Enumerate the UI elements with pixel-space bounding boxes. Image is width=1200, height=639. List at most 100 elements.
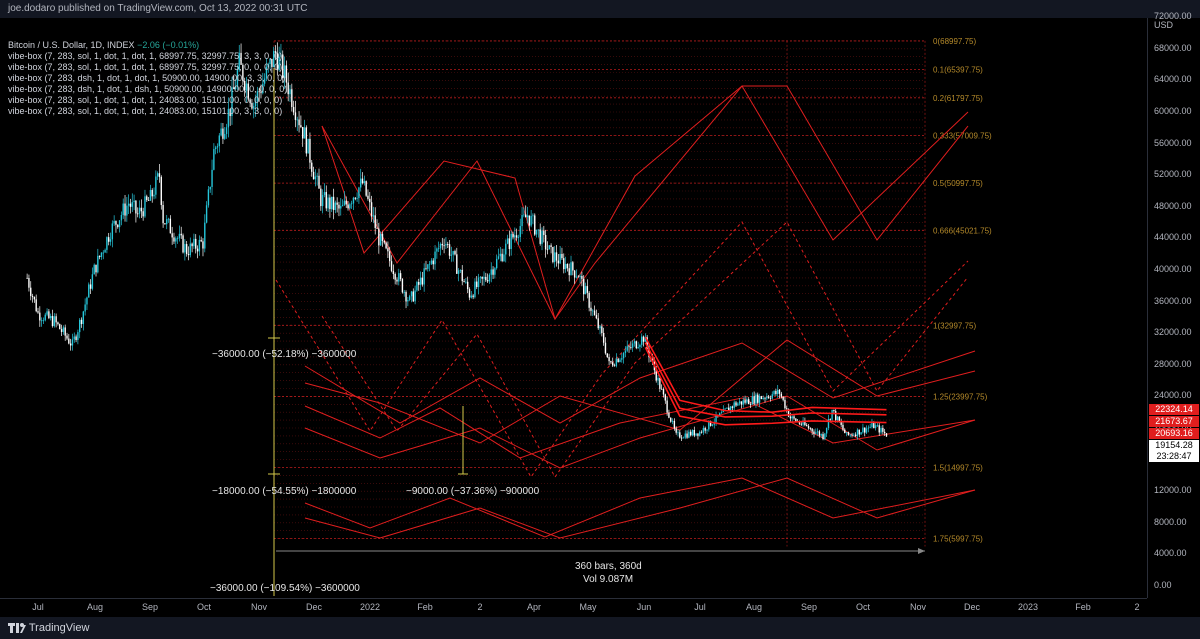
candle-body — [104, 249, 106, 253]
candle-body — [568, 268, 570, 276]
candle-body — [350, 203, 353, 205]
candle-body — [416, 282, 418, 291]
candle-body — [349, 204, 351, 209]
tradingview-logo-icon[interactable] — [8, 622, 29, 634]
candle-body — [590, 307, 592, 311]
time-axis[interactable]: Jul Aug Sep Oct Nov Dec 2022 Feb 2 Apr May Jun Jul Au… — [0, 598, 1147, 617]
candle-body — [251, 102, 253, 109]
candle-body — [864, 427, 866, 433]
candle-body — [111, 223, 114, 240]
candle-body — [425, 268, 427, 270]
candle-body — [534, 215, 536, 235]
candle-body — [115, 221, 117, 225]
candle-body — [581, 276, 583, 279]
candle-body — [838, 416, 841, 423]
candle-body — [771, 394, 773, 399]
candle-body — [55, 316, 57, 323]
candle-body — [89, 284, 92, 289]
candle-body — [820, 434, 822, 436]
candle-body — [622, 352, 625, 359]
candle-body — [66, 335, 68, 339]
candle-body — [209, 186, 211, 190]
candle-body — [98, 255, 101, 257]
candle-body — [483, 276, 485, 279]
vibe-zigzag-a — [321, 85, 969, 321]
chart-pane[interactable]: 0(68997.75) 0.1(65397.75) 0.2(61797.75) 0.3… — [0, 18, 1147, 598]
annotation-range2: −18000.00 (−54.55%) −1800000 — [212, 486, 357, 497]
vibe-zigzag-d — [321, 221, 969, 478]
candle-body — [720, 412, 723, 414]
candle-body — [543, 230, 545, 236]
candle-body — [510, 233, 512, 250]
candle-body — [358, 187, 360, 199]
indicator-line-5[interactable]: vibe-box (7, 283, sol, 1, dot, 1, dot, 1… — [8, 106, 283, 116]
indicator-line-0[interactable]: vibe-box (7, 283, sol, 1, dot, 1, dot, 1… — [8, 51, 283, 61]
candle-body — [706, 429, 708, 431]
candle-body — [530, 215, 532, 226]
candle-body — [31, 295, 34, 297]
candle-body — [182, 235, 184, 253]
indicator-line-2[interactable]: vibe-box (7, 283, dsh, 1, dot, 1, dot, 1… — [8, 73, 286, 83]
candle-body — [548, 245, 550, 250]
candle-body — [766, 396, 768, 399]
candle-body — [57, 322, 59, 325]
legend-symbol[interactable]: Bitcoin / U.S. Dollar, 1D, INDEX — [8, 40, 135, 50]
candle-body — [399, 273, 402, 280]
candle-body — [559, 253, 561, 264]
candle-body — [724, 408, 726, 410]
vibe-zigzag-j — [304, 477, 976, 539]
candle-body — [767, 396, 770, 398]
candle-body — [106, 237, 108, 250]
candle-body — [62, 327, 65, 332]
candle-body — [566, 263, 569, 269]
candle-body — [309, 138, 311, 163]
indicator-line-4[interactable]: vibe-box (7, 283, sol, 1, dot, 1, dot, 1… — [8, 95, 283, 105]
candle-body — [171, 233, 173, 238]
candle-body — [238, 52, 240, 70]
candle-body — [452, 251, 454, 255]
candle-body — [874, 425, 877, 429]
candle-body — [129, 203, 132, 207]
candle-body — [563, 258, 565, 270]
candle-body — [412, 291, 414, 302]
candle-body — [816, 431, 819, 433]
time-tick: Jul — [32, 602, 44, 612]
candle-body — [738, 401, 741, 404]
candle-body — [610, 361, 612, 363]
candle-body — [292, 106, 295, 113]
candle-body — [30, 287, 32, 296]
legend-title-row: Bitcoin / U.S. Dollar, 1D, INDEX −2.06 (… — [8, 40, 287, 51]
candle-body — [109, 239, 112, 242]
candle-body — [829, 418, 831, 420]
footer-brand[interactable]: TradingView — [28, 622, 90, 634]
candle-body — [184, 244, 186, 253]
candle-body — [501, 253, 503, 262]
candle-body — [775, 390, 777, 394]
indicator-line-1[interactable]: vibe-box (7, 283, sol, 1, dot, 1, dot, 1… — [8, 62, 283, 72]
candle-body — [526, 215, 529, 218]
candle-body — [445, 244, 447, 246]
candle-body — [51, 315, 54, 327]
candle-body — [746, 399, 748, 403]
candle-body — [791, 416, 793, 419]
candle-body — [318, 175, 320, 189]
candle-body — [711, 424, 714, 426]
candle-body — [405, 291, 407, 302]
candle-body — [370, 202, 373, 217]
candle-body — [865, 428, 868, 433]
indicator-line-3[interactable]: vibe-box (7, 283, dsh, 1, dot, 1, dsh, 1… — [8, 84, 288, 94]
candle-body — [704, 427, 706, 431]
candle-body — [249, 99, 251, 103]
candle-body — [769, 397, 772, 399]
candle-body — [512, 233, 514, 238]
price-axis[interactable]: USD 72000.00 68000.00 64000.00 60000.00 5600… — [1147, 11, 1200, 598]
candle-body — [573, 270, 576, 278]
vibe-zigzag-e — [304, 342, 976, 424]
price-tick: 68000.00 — [1154, 42, 1192, 53]
chart-canvas[interactable]: 0(68997.75) 0.1(65397.75) 0.2(61797.75) 0.3… — [0, 18, 1147, 598]
time-tick: Jul — [694, 602, 706, 612]
candle-body — [715, 414, 717, 423]
candle-body — [628, 346, 630, 348]
candle-body — [642, 336, 645, 342]
candle-body — [214, 147, 217, 150]
